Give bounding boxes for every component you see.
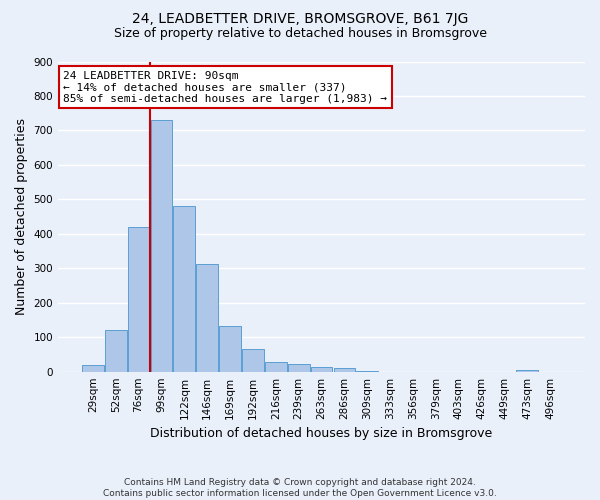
Text: Contains HM Land Registry data © Crown copyright and database right 2024.
Contai: Contains HM Land Registry data © Crown c… [103, 478, 497, 498]
Bar [242, 350, 264, 372]
Bar [517, 370, 538, 372]
Bar [196, 264, 218, 372]
Bar [219, 326, 241, 372]
Bar [128, 227, 149, 372]
Bar [288, 364, 310, 372]
Bar [105, 330, 127, 372]
Bar [82, 365, 104, 372]
X-axis label: Distribution of detached houses by size in Bromsgrove: Distribution of detached houses by size … [151, 427, 493, 440]
Bar [265, 362, 287, 372]
Bar [311, 366, 332, 372]
Y-axis label: Number of detached properties: Number of detached properties [15, 118, 28, 315]
Text: 24 LEADBETTER DRIVE: 90sqm
← 14% of detached houses are smaller (337)
85% of sem: 24 LEADBETTER DRIVE: 90sqm ← 14% of deta… [64, 71, 388, 104]
Bar [173, 206, 195, 372]
Bar [334, 368, 355, 372]
Bar [151, 120, 172, 372]
Text: 24, LEADBETTER DRIVE, BROMSGROVE, B61 7JG: 24, LEADBETTER DRIVE, BROMSGROVE, B61 7J… [132, 12, 468, 26]
Bar [356, 371, 378, 372]
Text: Size of property relative to detached houses in Bromsgrove: Size of property relative to detached ho… [113, 28, 487, 40]
